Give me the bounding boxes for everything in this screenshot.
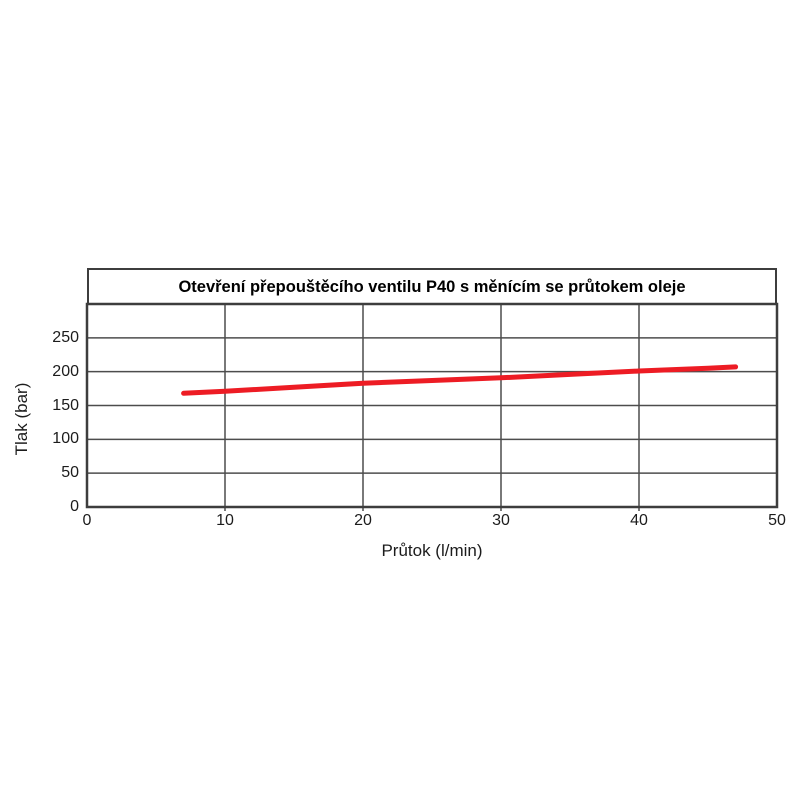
- x-axis-title: Průtok (l/min): [381, 541, 483, 560]
- chart-title: Otevření přepouštěcího ventilu P40 s měn…: [87, 268, 777, 304]
- x-tick-label: 40: [630, 512, 648, 529]
- opening-pressure-curve: [181, 364, 739, 396]
- y-tick-label: 100: [52, 430, 79, 448]
- plot-area: [85, 302, 779, 511]
- x-tick-label: 30: [492, 512, 510, 529]
- x-tick-label: 0: [82, 512, 92, 529]
- y-tick-label: 150: [52, 396, 79, 414]
- y-tick-label: 50: [61, 464, 79, 482]
- x-tick-label: 10: [216, 512, 234, 529]
- plot-border: [85, 302, 779, 509]
- x-tick-label: 20: [354, 512, 372, 529]
- x-tick-label: 50: [768, 512, 786, 529]
- y-tick-label: 0: [70, 498, 79, 515]
- y-tick-label: 250: [52, 328, 79, 346]
- y-tick-label: 200: [52, 362, 79, 380]
